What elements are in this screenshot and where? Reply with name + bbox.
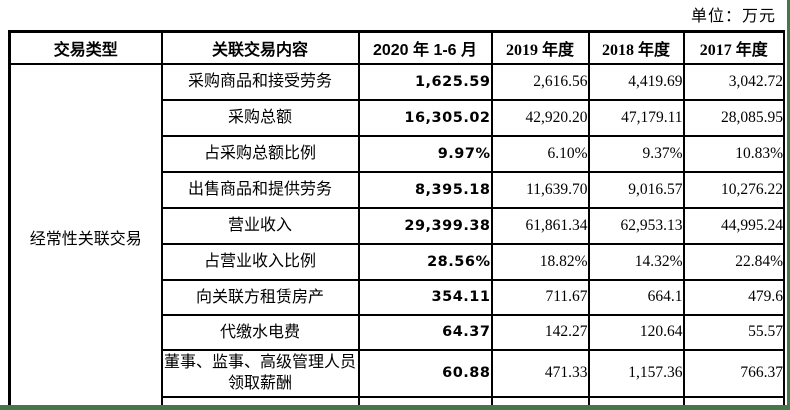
value-cell: 1,625.59 <box>357 62 493 101</box>
table-row: 营业收入 29,399.38 61,861.34 62,953.13 44,99… <box>10 206 785 245</box>
value-cell: 9.97% <box>357 134 493 173</box>
value-cell: 44,995.24 <box>682 206 785 245</box>
value-cell: 2,616.56 <box>490 62 590 101</box>
unit-label: 单位：万元 <box>690 8 776 25</box>
value-cell: 28,085.95 <box>682 98 785 137</box>
header-2017: 2017 年度 <box>682 30 785 65</box>
value-cell: 60.88 <box>357 348 493 398</box>
row-group-label: 经常性关联交易 <box>8 62 163 406</box>
value-cell: 18.82% <box>490 242 590 281</box>
row-label: 向关联方租赁房产 <box>160 278 360 316</box>
header-2019: 2019 年度 <box>490 30 590 65</box>
row-label: 代缴水电费 <box>160 313 360 351</box>
header-transaction-content: 关联交易内容 <box>160 30 360 65</box>
value-cell: 29,399.38 <box>357 206 493 245</box>
value-cell: 55.57 <box>682 313 785 351</box>
header-row: 交易类型 关联交易内容 2020 年 1-6 月 2019 年度 2018 年度… <box>8 30 785 65</box>
value-cell: 16,305.02 <box>357 98 493 137</box>
header-2018: 2018 年度 <box>587 30 685 65</box>
value-cell: 6.10% <box>490 134 590 173</box>
value-cell: 766.37 <box>682 348 785 398</box>
related-transactions-table-container: 交易类型 关联交易内容 2020 年 1-6 月 2019 年度 2018 年度… <box>8 30 785 406</box>
value-cell: 711.67 <box>490 278 590 316</box>
value-cell: 14.32% <box>587 242 685 281</box>
value-cell: 471.33 <box>490 348 590 398</box>
page-edge-right <box>787 0 790 410</box>
value-cell: 47,179.11 <box>587 98 685 137</box>
value-cell: 4,419.69 <box>587 62 685 101</box>
value-cell: 479.6 <box>682 278 785 316</box>
table-row: 采购总额 16,305.02 42,920.20 47,179.11 28,08… <box>10 98 785 137</box>
value-cell: 10,276.22 <box>682 170 785 209</box>
row-label: 采购商品和接受劳务 <box>160 62 360 101</box>
row-label: 占营业收入比例 <box>160 242 360 281</box>
table-row: 出售商品和提供劳务 8,395.18 11,639.70 9,016.57 10… <box>10 170 785 209</box>
value-cell: 62,953.13 <box>587 206 685 245</box>
table-row: 占营业收入比例 28.56% 18.82% 14.32% 22.84% <box>10 242 785 281</box>
value-cell: 8,395.18 <box>357 170 493 209</box>
value-cell: 120.64 <box>587 313 685 351</box>
page-edge-bottom <box>0 405 790 410</box>
table-row: 经常性关联交易 采购商品和接受劳务 1,625.59 2,616.56 4,41… <box>8 62 785 406</box>
header-2020: 2020 年 1-6 月 <box>357 30 493 65</box>
row-label: 采购总额 <box>160 98 360 137</box>
row-label: 占采购总额比例 <box>160 134 360 173</box>
table-row: 向关联方租赁房产 354.11 711.67 664.1 479.6 <box>10 278 785 316</box>
value-cell: 64.37 <box>357 313 493 351</box>
value-cell: 61,861.34 <box>490 206 590 245</box>
row-label: 出售商品和提供劳务 <box>160 170 360 209</box>
row-label: 营业收入 <box>160 206 360 245</box>
table-row: 董事、监事、高级管理人员领取薪酬 60.88 471.33 1,157.36 7… <box>10 348 785 398</box>
value-cell: 28.56% <box>357 242 493 281</box>
value-cell: 142.27 <box>490 313 590 351</box>
value-cell: 664.1 <box>587 278 685 316</box>
value-cell: 42,920.20 <box>490 98 590 137</box>
value-cell: 3,042.72 <box>682 62 785 101</box>
value-cell: 9,016.57 <box>587 170 685 209</box>
value-cell: 354.11 <box>357 278 493 316</box>
table-row: 占采购总额比例 9.97% 6.10% 9.37% 10.83% <box>10 134 785 173</box>
row-label: 董事、监事、高级管理人员领取薪酬 <box>160 348 360 398</box>
value-cell: 1,157.36 <box>587 348 685 398</box>
table-row: 代缴水电费 64.37 142.27 120.64 55.57 <box>10 313 785 351</box>
value-cell: 11,639.70 <box>490 170 590 209</box>
partial-row-cut-off <box>10 395 785 406</box>
value-cell: 22.84% <box>682 242 785 281</box>
value-cell: 10.83% <box>682 134 785 173</box>
header-transaction-type: 交易类型 <box>8 30 163 65</box>
related-transactions-table: 交易类型 关联交易内容 2020 年 1-6 月 2019 年度 2018 年度… <box>8 30 785 406</box>
value-cell: 9.37% <box>587 134 685 173</box>
